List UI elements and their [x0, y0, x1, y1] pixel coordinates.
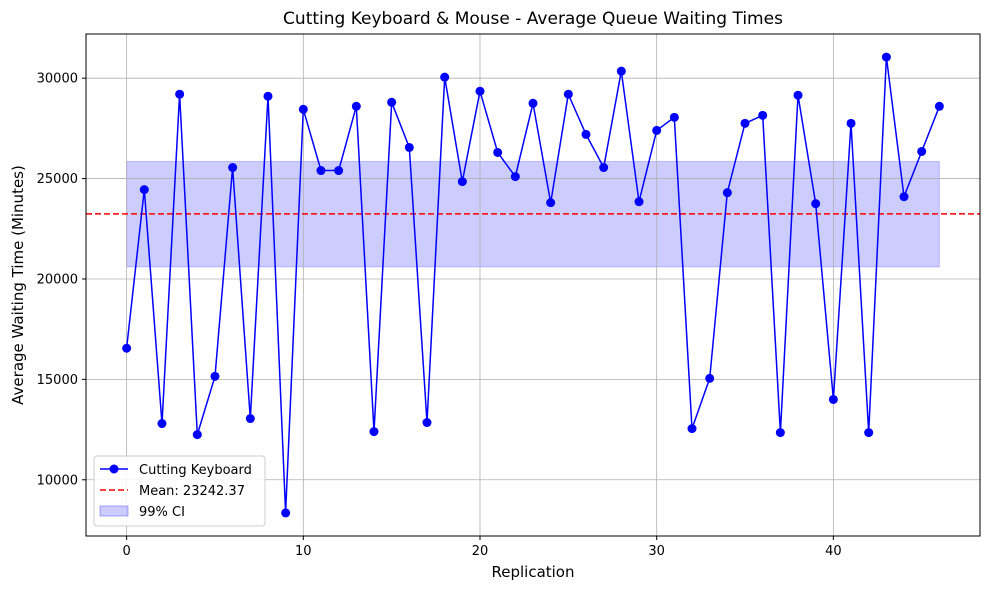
data-point — [546, 198, 556, 208]
x-tick-label: 20 — [472, 544, 489, 559]
x-tick-label: 0 — [122, 544, 130, 559]
chart-title: Cutting Keyboard & Mouse - Average Queue… — [283, 9, 783, 29]
y-tick-label: 25000 — [37, 172, 78, 187]
data-point — [793, 90, 803, 100]
data-point — [722, 188, 732, 198]
data-point — [669, 112, 679, 122]
data-point — [298, 104, 308, 114]
data-point — [528, 98, 538, 108]
data-point — [652, 125, 662, 135]
y-tick-label: 10000 — [37, 473, 78, 488]
x-tick-label: 30 — [648, 544, 665, 559]
data-point — [917, 146, 927, 156]
data-point — [334, 166, 344, 176]
legend-ci-swatch — [99, 505, 129, 517]
y-tick-label: 30000 — [37, 72, 78, 87]
data-point — [758, 110, 768, 120]
data-point — [316, 166, 326, 176]
series-line — [125, 57, 941, 513]
data-point — [281, 508, 291, 518]
legend-box — [93, 455, 266, 527]
data-point — [775, 428, 785, 438]
data-point — [475, 86, 485, 96]
legend: Cutting Keyboard Mean: 23242.37 99% CI — [93, 455, 266, 527]
data-point — [122, 343, 132, 353]
x-tick-label: 40 — [825, 544, 842, 559]
data-point — [828, 394, 838, 404]
y-tick-label: 20000 — [37, 272, 78, 287]
data-point — [228, 163, 238, 173]
data-point — [581, 129, 591, 139]
data-point — [616, 66, 626, 76]
data-point — [563, 89, 573, 99]
y-axis-label: Average Waiting Time (Minutes) — [9, 165, 27, 405]
data-point — [934, 101, 944, 111]
data-point — [634, 197, 644, 207]
legend-mean-label: Mean: 23242.37 — [139, 484, 245, 499]
data-point — [422, 418, 432, 428]
data-point — [387, 97, 397, 107]
data-point — [899, 192, 909, 202]
data-point — [192, 430, 202, 440]
data-point — [157, 419, 167, 429]
data-point — [351, 101, 361, 111]
data-point — [846, 118, 856, 128]
data-point — [493, 147, 503, 157]
legend-series-marker — [109, 464, 119, 474]
data-point — [705, 373, 715, 383]
data-point — [139, 185, 149, 195]
data-point — [175, 89, 185, 99]
axes-frame — [85, 33, 981, 537]
data-point — [740, 118, 750, 128]
data-point — [687, 424, 697, 434]
data-point — [404, 142, 414, 152]
data-point — [864, 428, 874, 438]
legend-ci-label: 99% CI — [139, 505, 185, 520]
data-point — [599, 163, 609, 173]
data-point — [510, 172, 520, 182]
y-tick-label: 15000 — [37, 373, 78, 388]
data-point — [245, 414, 255, 424]
x-axis-label: Replication — [491, 563, 574, 581]
x-tick-label: 10 — [295, 544, 312, 559]
data-point — [440, 72, 450, 82]
data-point — [210, 371, 220, 381]
data-point — [881, 52, 891, 62]
data-point — [369, 427, 379, 437]
data-point — [811, 199, 821, 209]
data-point — [263, 91, 273, 101]
data-point — [457, 177, 467, 187]
legend-series-label: Cutting Keyboard — [139, 463, 252, 478]
